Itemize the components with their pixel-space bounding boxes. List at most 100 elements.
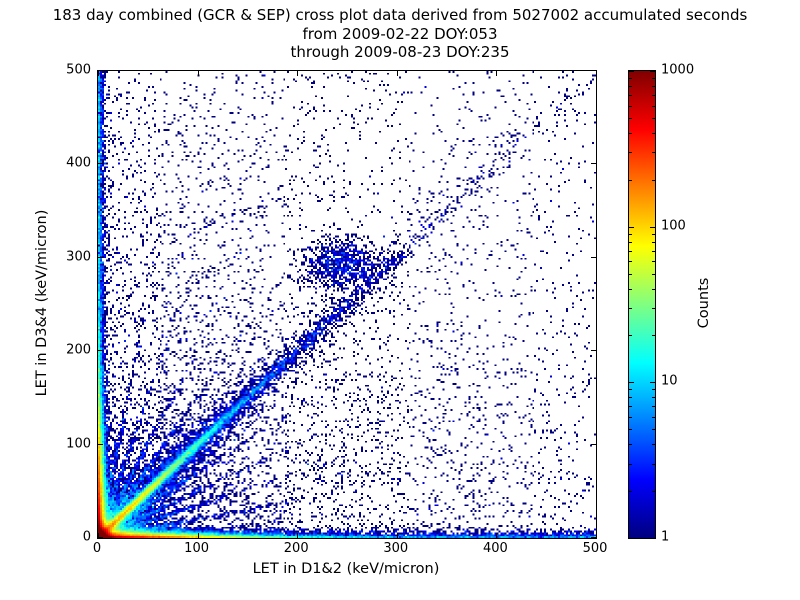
colorbar-minor-tick [652, 444, 655, 446]
colorbar-minor-tick [652, 288, 655, 290]
colorbar-minor-tick [629, 491, 632, 493]
colorbar-minor-tick [652, 261, 655, 263]
colorbar-minor-tick [629, 429, 632, 431]
colorbar-minor-tick [629, 241, 632, 243]
colorbar-minor-tick [629, 463, 632, 465]
y-tick-mark [98, 256, 103, 258]
plot-area [97, 70, 597, 539]
colorbar-minor-tick [652, 179, 655, 181]
colorbar-minor-tick [652, 308, 655, 310]
colorbar-minor-tick [629, 233, 632, 235]
y-tick-mark [98, 443, 103, 445]
y-tick-mark [98, 537, 103, 538]
x-tick-label: 500 [582, 541, 608, 556]
colorbar-minor-tick [652, 250, 655, 252]
x-tick-mark [98, 71, 99, 76]
colorbar-tick-label: 10 [661, 373, 678, 389]
y-tick-mark [591, 256, 596, 258]
colorbar-minor-tick [652, 241, 655, 243]
y-tick-mark [98, 350, 103, 352]
colorbar-minor-tick [629, 95, 632, 97]
colorbar-minor-tick [629, 179, 632, 181]
colorbar-minor-tick [652, 233, 655, 235]
colorbar-major-tick [629, 71, 634, 72]
colorbar-major-tick [629, 538, 634, 539]
y-tick-label: 100 [66, 436, 91, 452]
colorbar-minor-tick [652, 429, 655, 431]
colorbar [628, 70, 656, 539]
x-tick-label: 400 [482, 541, 508, 556]
colorbar-minor-tick [629, 78, 632, 80]
y-tick-mark [591, 163, 596, 165]
colorbar-minor-tick [629, 117, 632, 119]
y-tick-label: 500 [66, 62, 91, 78]
y-tick-mark [591, 70, 596, 71]
colorbar-tick-label: 1000 [661, 62, 695, 78]
colorbar-minor-tick [629, 152, 632, 154]
colorbar-minor-tick [652, 389, 655, 391]
colorbar-minor-tick [652, 335, 655, 337]
x-tick-mark [98, 533, 99, 538]
chart-title-line3: through 2009-08-23 DOY:235 [290, 43, 510, 61]
colorbar-minor-tick [652, 117, 655, 119]
x-axis-label: LET in D1&2 (keV/micron) [252, 561, 440, 577]
colorbar-major-tick [629, 382, 634, 384]
colorbar-minor-tick [629, 86, 632, 88]
colorbar-tick-label: 1 [661, 529, 670, 545]
colorbar-minor-tick [629, 406, 632, 408]
colorbar-minor-tick [629, 416, 632, 418]
y-axis-tick-labels: 0 100 200 300 400 500 [0, 63, 91, 545]
y-tick-mark [591, 443, 596, 445]
colorbar-major-tick [650, 382, 655, 384]
x-tick-label: 100 [184, 541, 210, 556]
x-tick-mark [596, 71, 597, 76]
colorbar-minor-tick [652, 132, 655, 134]
y-tick-mark [591, 537, 596, 538]
y-tick-label: 200 [66, 342, 91, 358]
x-tick-mark [297, 71, 299, 76]
x-tick-mark [596, 533, 597, 538]
colorbar-minor-tick [652, 86, 655, 88]
x-tick-mark [297, 533, 299, 538]
y-tick-label: 400 [66, 155, 91, 171]
colorbar-minor-tick [652, 78, 655, 80]
colorbar-label: Counts [696, 277, 712, 329]
colorbar-minor-tick [652, 152, 655, 154]
x-axis-tick-labels: 0 100 200 300 400 500 [93, 541, 608, 557]
x-tick-label: 300 [383, 541, 409, 556]
colorbar-minor-tick [629, 335, 632, 337]
y-tick-label: 300 [66, 249, 91, 265]
colorbar-minor-tick [652, 273, 655, 275]
plot-canvas [98, 71, 596, 538]
x-tick-mark [496, 533, 498, 538]
chart-title-line1: 183 day combined (GCR & SEP) cross plot … [52, 6, 748, 24]
colorbar-minor-tick [629, 397, 632, 399]
colorbar-minor-tick [629, 308, 632, 310]
y-tick-mark [98, 163, 103, 165]
chart-title-line2: from 2009-02-22 DOY:053 [302, 24, 498, 43]
x-tick-mark [197, 71, 199, 76]
colorbar-minor-tick [652, 491, 655, 493]
y-axis-label: LET in D3&4 (keV/micron) [34, 209, 50, 397]
colorbar-minor-tick [652, 463, 655, 465]
colorbar-minor-tick [629, 250, 632, 252]
colorbar-minor-tick [652, 397, 655, 399]
colorbar-minor-tick [629, 273, 632, 275]
colorbar-minor-tick [629, 389, 632, 391]
chart-title: 183 day combined (GCR & SEP) cross plot … [0, 6, 800, 62]
colorbar-major-tick [650, 226, 655, 228]
colorbar-minor-tick [629, 444, 632, 446]
colorbar-minor-tick [629, 261, 632, 263]
x-tick-label: 0 [92, 541, 102, 556]
x-tick-mark [496, 71, 498, 76]
y-tick-mark [98, 70, 103, 71]
colorbar-minor-tick [652, 95, 655, 97]
x-tick-mark [197, 533, 199, 538]
colorbar-minor-tick [629, 132, 632, 134]
x-tick-mark [396, 71, 398, 76]
colorbar-minor-tick [629, 288, 632, 290]
colorbar-minor-tick [629, 105, 632, 107]
colorbar-major-tick [650, 538, 655, 539]
colorbar-major-tick [629, 226, 634, 228]
